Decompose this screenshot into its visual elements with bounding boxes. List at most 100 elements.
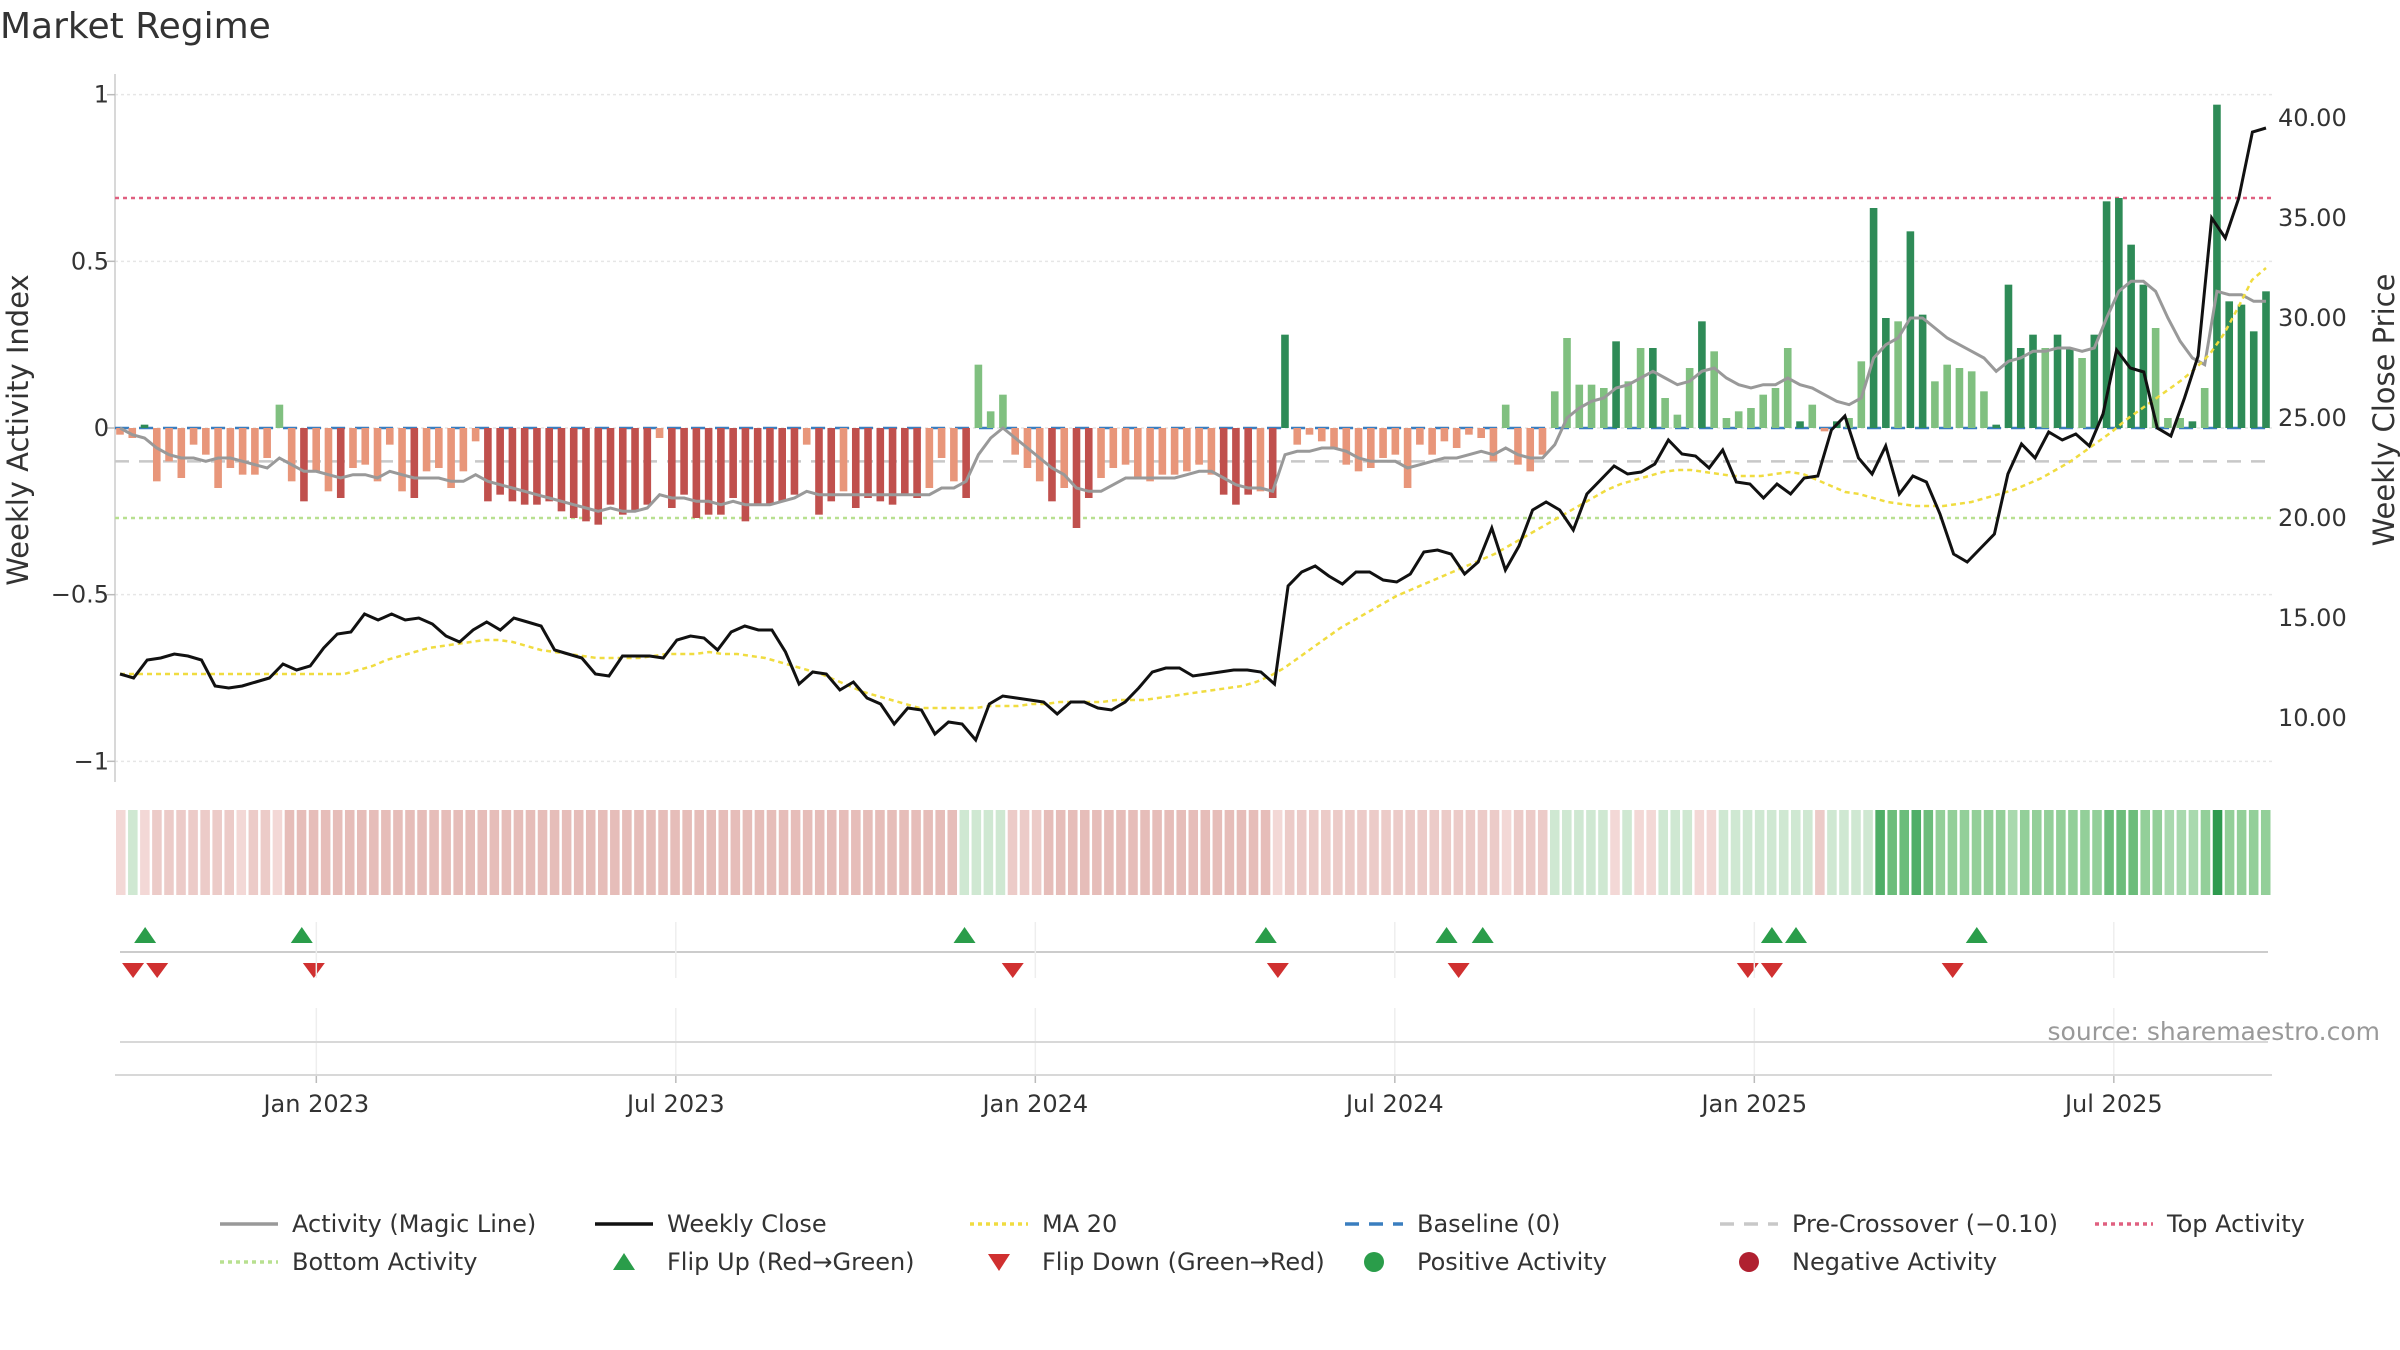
regime-cell (1092, 810, 1102, 895)
activity-bar (1379, 428, 1387, 458)
legend-item: Negative Activity (1739, 1248, 1997, 1276)
activity-bar (1465, 428, 1473, 435)
flip-down-marker (1760, 963, 1783, 978)
activity-bar (1109, 428, 1118, 468)
regime-cell (1272, 810, 1283, 895)
activity-bar (336, 428, 345, 498)
activity-bar (1869, 208, 1878, 428)
x-tick-label: Jul 2025 (2063, 1090, 2163, 1118)
y-axis-label: Weekly Activity Index (1, 274, 35, 585)
regime-cell (1911, 810, 1922, 895)
legend: Activity (Magic Line) Weekly Close MA 20 Ba… (220, 1210, 2305, 1276)
activity-bar (1440, 428, 1449, 442)
regime-cell (573, 810, 584, 895)
activity-bar (2090, 334, 2099, 428)
regime-cell (320, 810, 331, 895)
activity-bar (471, 428, 480, 442)
regime-cell (1248, 810, 1259, 895)
reference-lines (115, 196, 2272, 520)
regime-cell (1308, 810, 1319, 895)
regime-cell (224, 810, 235, 895)
regime-cell (1465, 810, 1476, 895)
regime-cell (429, 810, 439, 895)
activity-bar (1330, 428, 1338, 448)
activity-bar (1452, 428, 1461, 448)
regime-cell (814, 810, 825, 895)
activity-bar (422, 428, 431, 472)
activity-bar (717, 428, 725, 515)
activity-bar (557, 428, 566, 512)
regime-cell (1586, 810, 1596, 895)
activity-bar (1489, 428, 1498, 462)
regime-cell (622, 810, 632, 895)
activity-bar (2225, 301, 2234, 428)
flip-down-marker (1736, 963, 1759, 978)
regime-cell (1790, 810, 1801, 895)
activity-bar (1477, 428, 1485, 438)
regime-cell (899, 810, 909, 895)
activity-bar (741, 428, 750, 522)
activity-bar (1967, 371, 1976, 428)
activity-bar (1906, 231, 1915, 428)
activity-bar (851, 428, 860, 508)
activity-bar (152, 428, 161, 482)
regime-cell (1742, 810, 1753, 895)
regime-cell (1513, 810, 1524, 895)
legend-label: MA 20 (1042, 1210, 1117, 1238)
activity-bar (520, 428, 529, 505)
activity-bar (839, 428, 848, 492)
regime-cell (1562, 810, 1572, 895)
regime-cell (369, 810, 379, 895)
regime-cell (1634, 810, 1644, 895)
regime-cell (1899, 810, 1909, 895)
activity-bar (692, 428, 701, 518)
regime-cell (1501, 810, 1512, 895)
activity-bar (1416, 428, 1424, 445)
activity-bar (582, 428, 590, 522)
flip-down-marker (302, 963, 325, 978)
flip-up-marker (1965, 927, 1988, 943)
regime-cell (344, 810, 355, 895)
regime-cell (537, 810, 548, 895)
activity-bar (1514, 428, 1522, 465)
legend-item: Flip Down (Green→Red) (988, 1248, 1325, 1276)
regime-cell (1164, 810, 1174, 895)
regime-cell (1706, 810, 1717, 895)
activity-bar (901, 428, 909, 495)
activity-bar (1808, 404, 1817, 428)
regime-cell (1718, 810, 1729, 895)
regime-cell (1381, 810, 1391, 895)
regime-cell (1429, 810, 1440, 895)
regime-cell (1887, 810, 1897, 895)
legend-swatch-dot (1364, 1252, 1384, 1272)
activity-bar (2127, 244, 2135, 428)
activity-bar (1698, 321, 1706, 428)
regime-cell (236, 810, 247, 895)
regime-cell (1827, 810, 1837, 895)
activity-bar (1734, 411, 1743, 428)
activity-bar (2004, 284, 2013, 428)
activity-bar (1011, 428, 1019, 455)
activity-bar (1894, 321, 1902, 428)
legend-swatch-dot (1739, 1252, 1759, 1272)
regime-cell (790, 810, 801, 895)
regime-cell (2031, 810, 2042, 895)
regime-cell (2092, 810, 2102, 895)
flip-down-marker (122, 963, 145, 978)
legend-item: Positive Activity (1364, 1248, 1607, 1276)
activity-bar (361, 428, 370, 465)
activity-bar (1354, 428, 1363, 472)
regime-cell (501, 810, 512, 895)
activity-bar (287, 428, 296, 482)
activity-bar (1600, 388, 1608, 428)
activity-bar (1403, 428, 1412, 488)
activity-bar (1293, 428, 1302, 445)
regime-cell (911, 810, 921, 895)
regime-cell (1694, 810, 1705, 895)
y-tick-label: 1 (94, 81, 109, 109)
regime-cell (1477, 810, 1488, 895)
activity-bar (1649, 348, 1657, 428)
legend-swatch-up (613, 1253, 635, 1270)
regime-cell (2116, 810, 2126, 895)
regime-cell (1995, 810, 2006, 895)
